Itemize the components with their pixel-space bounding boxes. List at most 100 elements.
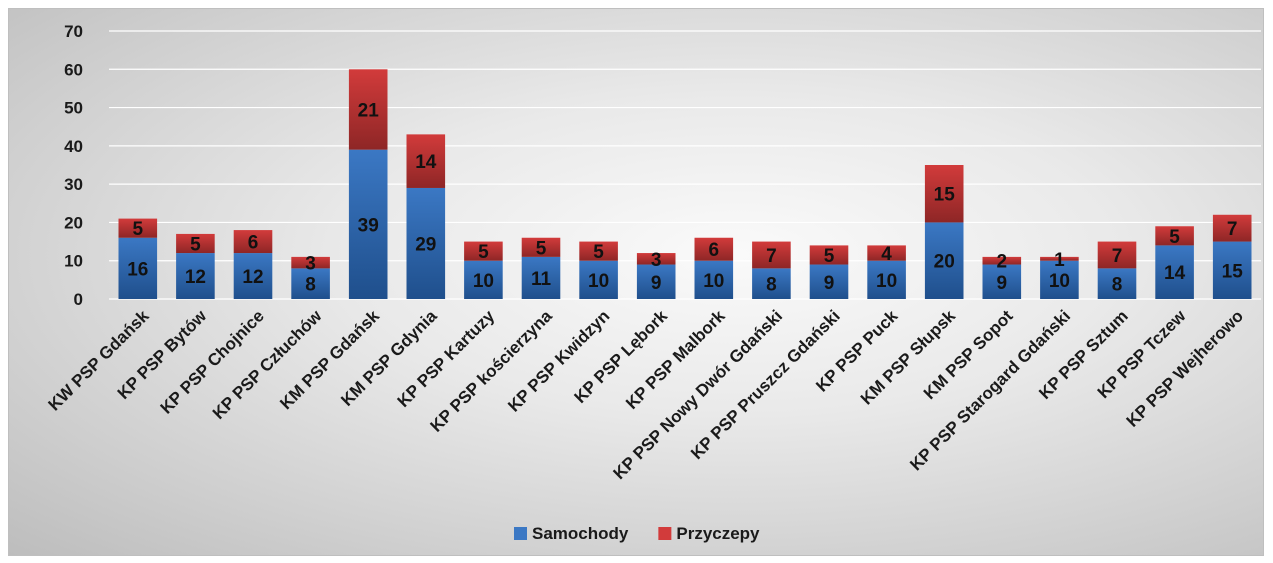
bar-samochody	[464, 260, 503, 299]
legend-swatch	[514, 527, 527, 540]
bar-przyczepy	[1097, 241, 1137, 269]
y-tick-label: 20	[64, 213, 83, 232]
data-label: 7	[1227, 219, 1238, 240]
data-label: 1	[1054, 250, 1065, 271]
bar-samochody	[1212, 241, 1252, 299]
legend-swatch	[658, 527, 672, 540]
bar-samochody	[752, 268, 791, 299]
data-label: 12	[242, 267, 263, 288]
chart-area: 0 10 20 30 40 50 60 70 16 5 12 5 12 6 8 3 39 21 29 14 10 5 11…	[8, 8, 1264, 556]
bar-przyczepy	[291, 256, 330, 269]
data-label: 9	[824, 273, 835, 294]
bar-przyczepy	[924, 165, 964, 223]
data-label: 4	[881, 244, 892, 265]
bar-przyczepy	[118, 218, 158, 238]
data-label: 5	[824, 246, 835, 267]
data-label: 3	[651, 250, 662, 271]
x-tick-label: KP PSP Kwidzyn	[504, 306, 613, 415]
bar-samochody	[291, 268, 330, 299]
data-label: 8	[305, 275, 316, 296]
y-tick-label: 40	[64, 137, 83, 156]
bar-samochody	[924, 222, 964, 299]
bar-przyczepy	[982, 256, 1022, 265]
x-tick-label: KM PSP Gdańsk	[276, 306, 383, 413]
data-label: 14	[415, 152, 437, 173]
bar-przyczepy	[1212, 214, 1252, 242]
bar-przyczepy	[809, 245, 849, 265]
x-tick-label: KW PSP Gdańsk	[45, 306, 153, 414]
bar-samochody	[521, 256, 561, 299]
bar-przyczepy	[579, 241, 618, 261]
data-label: 7	[1112, 246, 1123, 267]
data-labels: 1651251268339212914105115105931068795104…	[127, 100, 1243, 295]
data-label: 6	[709, 240, 720, 261]
bar-samochody	[636, 264, 676, 299]
bar-samochody	[348, 149, 388, 299]
data-label: 10	[473, 271, 494, 292]
y-tick-label: 70	[64, 22, 83, 41]
x-tick-label: KP PSP Kartuzy	[394, 306, 499, 411]
y-tick-label: 0	[74, 290, 83, 309]
legend-label: Samochody	[532, 524, 629, 543]
bar-samochody	[809, 264, 849, 299]
data-label: 3	[305, 254, 316, 275]
y-tick-label: 10	[64, 252, 83, 271]
data-label: 10	[876, 271, 897, 292]
bar-przyczepy	[521, 237, 561, 257]
bar-samochody	[1040, 260, 1079, 299]
bar-samochody	[406, 187, 446, 299]
data-label: 39	[358, 215, 379, 236]
x-tick-label: KP PSP Człuchów	[209, 306, 326, 423]
data-label: 21	[358, 100, 380, 121]
y-tick-label: 60	[64, 60, 83, 79]
bars	[118, 69, 1252, 299]
bar-przyczepy	[694, 237, 734, 261]
bar-samochody	[694, 260, 734, 299]
x-tick-label: KM PSP Gdynia	[337, 306, 441, 410]
bar-samochody	[233, 253, 273, 299]
data-label: 2	[997, 252, 1008, 273]
bar-przyczepy	[752, 241, 791, 269]
data-label: 5	[133, 219, 144, 240]
x-tick-label: KP PSP Malbork	[622, 306, 729, 413]
bar-przyczepy	[636, 253, 676, 265]
data-label: 10	[588, 271, 609, 292]
bar-przyczepy	[176, 233, 215, 254]
bar-przyczepy	[233, 230, 273, 254]
data-label: 14	[1164, 263, 1186, 284]
bar-samochody	[118, 237, 158, 299]
data-label: 29	[415, 234, 436, 255]
data-label: 8	[766, 275, 777, 296]
bar-samochody	[867, 260, 906, 299]
x-tick-label: KP PSP Chojnice	[157, 306, 268, 417]
bar-przyczepy	[1040, 256, 1079, 261]
y-axis-ticks: 0 10 20 30 40 50 60 70	[64, 22, 83, 309]
legend-label: Przyczepy	[676, 524, 760, 543]
bar-samochody	[579, 260, 618, 299]
data-label: 11	[531, 269, 552, 290]
bar-przyczepy	[1155, 226, 1194, 246]
x-tick-label: KP PSP Wejherowo	[1123, 306, 1247, 430]
bar-przyczepy	[464, 241, 503, 261]
data-label: 15	[1222, 261, 1244, 282]
data-label: 5	[478, 242, 489, 263]
data-label: 12	[185, 267, 206, 288]
bar-samochody	[176, 253, 215, 299]
data-label: 5	[536, 238, 547, 259]
data-label: 20	[934, 252, 955, 273]
data-label: 8	[1112, 275, 1123, 296]
data-label: 5	[1169, 227, 1180, 248]
data-label: 7	[766, 246, 777, 267]
data-label: 5	[593, 242, 604, 263]
data-label: 9	[997, 273, 1008, 294]
data-label: 6	[248, 233, 259, 254]
bar-przyczepy	[867, 245, 906, 261]
data-label: 15	[934, 185, 956, 206]
bar-przyczepy	[348, 69, 388, 150]
data-label: 5	[190, 234, 201, 255]
bar-przyczepy	[406, 134, 446, 188]
bar-samochody	[1155, 245, 1194, 299]
data-label: 9	[651, 273, 662, 294]
gridlines	[109, 30, 1261, 300]
